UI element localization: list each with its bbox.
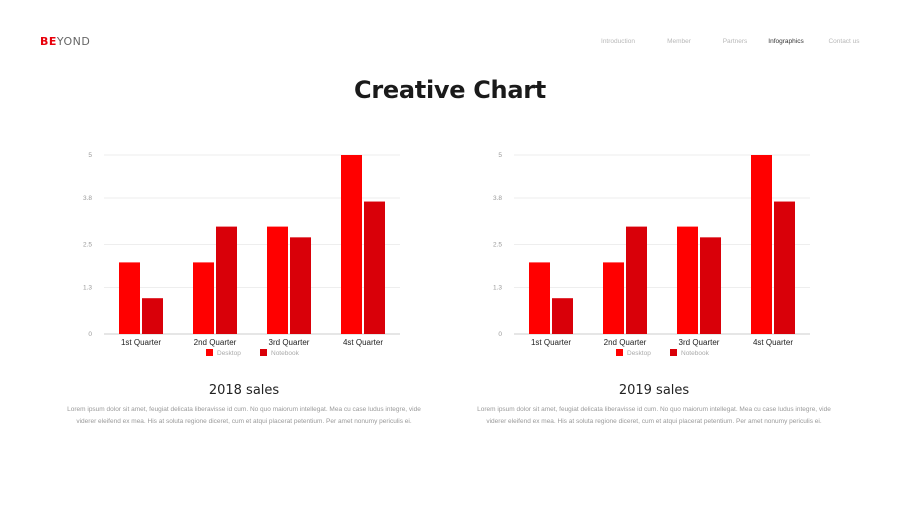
bar-desktop [751,155,772,334]
nav-item-contact-us[interactable]: Contact us [828,38,860,45]
legend-swatch-notebook [670,349,677,356]
bar-notebook [290,237,311,334]
x-tick-label: 3rd Quarter [679,338,720,347]
x-tick-label: 1st Quarter [121,338,161,347]
bar-notebook [142,298,163,334]
bar-notebook [626,226,647,334]
nav-item-member[interactable]: Member [667,38,691,45]
panel-text-2018: Lorem ipsum dolor sit amet, feugiat deli… [67,406,421,425]
bar-notebook [552,298,573,334]
y-tick-label: 3.8 [493,195,502,202]
legend-label-notebook: Notebook [271,350,300,357]
bar-desktop [119,262,140,334]
legend-swatch-notebook [260,349,267,356]
nav-item-introduction[interactable]: Introduction [601,38,635,45]
x-tick-label: 2nd Quarter [604,338,647,347]
panel-title-2019: 2019 sales [618,383,690,398]
y-tick-label: 0 [88,331,92,338]
x-tick-label: 2nd Quarter [194,338,237,347]
x-tick-label: 4st Quarter [343,338,383,347]
nav-item-partners[interactable]: Partners [722,38,748,45]
top-nav: Introduction Member Partners Infographic… [0,38,900,50]
bar-desktop [267,226,288,334]
chart-2018: 0 1.3 2.5 3.8 5 1st Quarter 2nd Quarter 3rd Qua… [80,140,410,370]
chart-2018-svg: 0 1.3 2.5 3.8 5 1st Quarter 2nd Quarter 3rd Qua… [83,152,400,357]
y-tick-label: 2.5 [493,242,502,249]
panel-text-2019: Lorem ipsum dolor sit amet, feugiat deli… [477,406,831,425]
legend-swatch-desktop [206,349,213,356]
bar-notebook [774,201,795,334]
nav-item-infographics[interactable]: Infographics [768,38,804,45]
legend-label-desktop: Desktop [217,350,241,357]
y-tick-label: 0 [498,331,502,338]
x-tick-label: 1st Quarter [531,338,571,347]
bar-notebook [216,226,237,334]
bar-desktop [529,262,550,334]
chart-2019-svg: 0 1.3 2.5 3.8 5 1st Quarter 2nd Quarter 3rd Qua… [493,152,810,357]
y-tick-label: 2.5 [83,242,92,249]
y-tick-label: 1.3 [83,284,92,291]
y-tick-label: 3.8 [83,195,92,202]
panel-title-2018: 2018 sales [208,383,280,398]
logo-rest-text: YOND [56,35,91,48]
y-tick-label: 5 [498,152,502,159]
bar-desktop [603,262,624,334]
y-tick-label: 5 [88,152,92,159]
y-tick-label: 1.3 [493,284,502,291]
brand-logo[interactable]: BEYOND [40,35,90,48]
bar-notebook [700,237,721,334]
bar-desktop [193,262,214,334]
page-title: Creative Chart [354,76,546,104]
bar-desktop [341,155,362,334]
bar-desktop [677,226,698,334]
x-tick-label: 4st Quarter [753,338,793,347]
chart-2019: 0 1.3 2.5 3.8 5 1st Quarter 2nd Quarter 3rd Qua… [490,140,820,370]
logo-bold-text: BE [40,35,57,48]
legend-label-desktop: Desktop [627,350,651,357]
bar-notebook [364,201,385,334]
x-tick-label: 3rd Quarter [269,338,310,347]
legend-label-notebook: Notebook [681,350,710,357]
legend-swatch-desktop [616,349,623,356]
